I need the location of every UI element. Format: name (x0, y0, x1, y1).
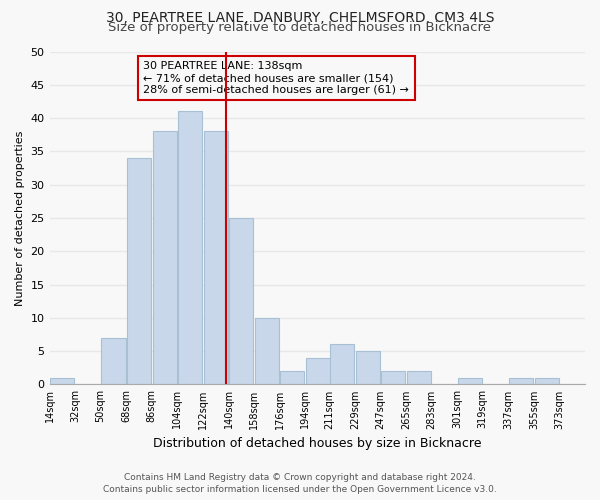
Bar (178, 112, 202, 384)
Text: Contains HM Land Registry data © Crown copyright and database right 2024.
Contai: Contains HM Land Registry data © Crown c… (103, 472, 497, 494)
Bar (458, 378, 482, 384)
Bar (101, 338, 125, 384)
Bar (229, 218, 253, 384)
Bar (330, 344, 354, 385)
Bar (509, 378, 533, 384)
Bar (306, 358, 330, 384)
X-axis label: Distribution of detached houses by size in Bicknacre: Distribution of detached houses by size … (153, 437, 482, 450)
Text: Size of property relative to detached houses in Bicknacre: Size of property relative to detached ho… (109, 21, 491, 34)
Bar (535, 378, 559, 384)
Text: 30 PEARTREE LANE: 138sqm
← 71% of detached houses are smaller (154)
28% of semi-: 30 PEARTREE LANE: 138sqm ← 71% of detach… (143, 62, 409, 94)
Text: 30, PEARTREE LANE, DANBURY, CHELMSFORD, CM3 4LS: 30, PEARTREE LANE, DANBURY, CHELMSFORD, … (106, 11, 494, 25)
Bar (50, 378, 74, 384)
Bar (127, 158, 151, 384)
Bar (280, 371, 304, 384)
Bar (381, 371, 406, 384)
Bar (407, 371, 431, 384)
Bar (152, 132, 176, 384)
Bar (203, 132, 228, 384)
Y-axis label: Number of detached properties: Number of detached properties (15, 130, 25, 306)
Bar (356, 351, 380, 384)
Bar (255, 318, 279, 384)
